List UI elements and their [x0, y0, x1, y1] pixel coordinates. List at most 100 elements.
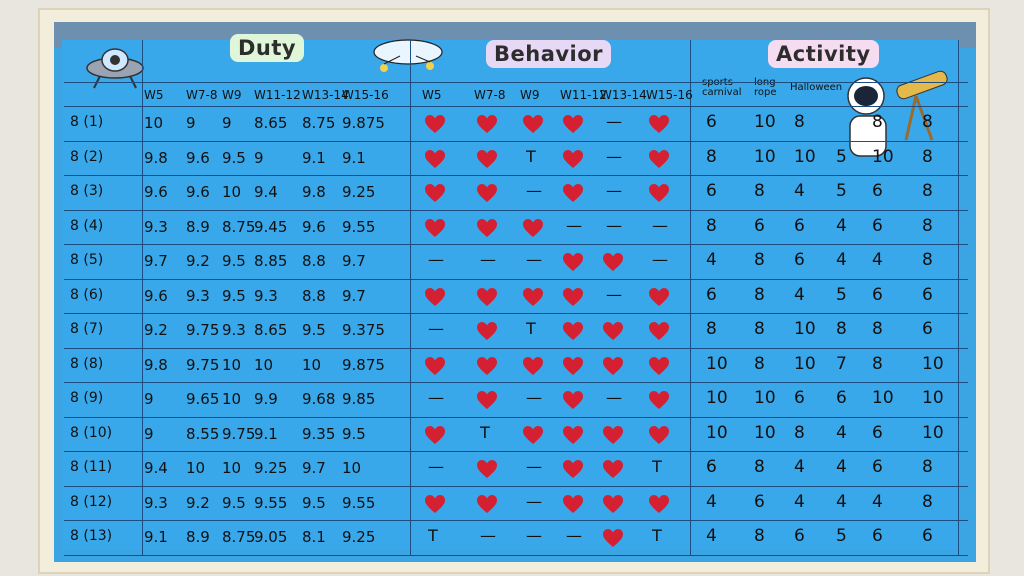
duty-score: 9 — [186, 114, 196, 132]
behavior-mark: — — [606, 216, 622, 235]
heart-icon — [424, 149, 446, 169]
cloud-icon — [373, 39, 443, 72]
heart-icon — [522, 425, 544, 445]
duty-score: 9 — [144, 425, 154, 443]
duty-score: 8.75 — [222, 528, 256, 546]
duty-score: 8.75 — [222, 218, 256, 236]
heart-icon — [648, 356, 670, 376]
class-label: 8 (1) — [70, 114, 104, 130]
activity-score: 8 — [872, 319, 883, 339]
activity-score: 4 — [836, 250, 847, 270]
duty-score: 9.1 — [342, 149, 366, 167]
heart-icon — [522, 356, 544, 376]
class-label: 8 (8) — [70, 356, 104, 372]
heart-icon — [648, 321, 670, 341]
behavior-mark: T — [480, 423, 490, 442]
duty-score: 10 — [254, 356, 274, 374]
duty-score: 9.5 — [222, 287, 246, 305]
activity-score: 6 — [794, 388, 805, 408]
heart-icon — [648, 183, 670, 203]
activity-score: 8 — [754, 457, 765, 477]
duty-week-header: W9 — [222, 88, 242, 102]
activity-score: 6 — [872, 181, 883, 201]
class-label: 8 (7) — [70, 321, 104, 337]
activity-score: 5 — [836, 526, 847, 546]
activity-score: 4 — [836, 492, 847, 512]
heart-icon — [522, 287, 544, 307]
heart-icon — [562, 494, 584, 514]
activity-score: 6 — [922, 526, 933, 546]
activity-score: 5 — [836, 147, 847, 167]
duty-title: Duty — [230, 34, 305, 62]
heart-icon — [562, 356, 584, 376]
behavior-week-header: W13-14 — [600, 88, 647, 102]
heart-icon — [602, 252, 624, 272]
activity-score: 10 — [706, 354, 728, 374]
heart-icon — [562, 114, 584, 134]
duty-score: 9.68 — [302, 390, 336, 408]
duty-score: 9.05 — [254, 528, 288, 546]
duty-score: 8.85 — [254, 252, 288, 270]
activity-score: 6 — [794, 216, 805, 236]
duty-score: 8.65 — [254, 114, 288, 132]
duty-score: 8.9 — [186, 218, 210, 236]
duty-score: 9.75 — [186, 321, 220, 339]
activity-score: 10 — [794, 354, 816, 374]
grid-column-line — [690, 40, 691, 555]
heart-icon — [562, 287, 584, 307]
duty-score: 9.5 — [302, 321, 326, 339]
behavior-week-header: W9 — [520, 88, 540, 102]
class-label: 8 (12) — [70, 494, 113, 510]
grid-row-line — [64, 520, 968, 521]
activity-score: 10 — [922, 388, 944, 408]
activity-score: 5 — [836, 181, 847, 201]
grid-row-line — [64, 486, 968, 487]
activity-score: 4 — [794, 492, 805, 512]
duty-score: 9.4 — [144, 459, 168, 477]
heart-icon — [602, 494, 624, 514]
duty-score: 8.8 — [302, 252, 326, 270]
class-label: 8 (13) — [70, 528, 113, 544]
duty-score: 9.7 — [302, 459, 326, 477]
duty-score: 9.25 — [342, 183, 376, 201]
heart-icon — [562, 459, 584, 479]
activity-score: 8 — [706, 216, 717, 236]
duty-week-header: W7-8 — [186, 88, 218, 102]
duty-score: 9.9 — [254, 390, 278, 408]
behavior-mark: — — [480, 250, 496, 269]
activity-score: 8 — [922, 147, 933, 167]
duty-score: 9.3 — [222, 321, 246, 339]
duty-week-header: W5 — [144, 88, 164, 102]
duty-score: 10 — [302, 356, 322, 374]
duty-week-header: W15-16 — [342, 88, 389, 102]
activity-header-halloween: Halloween — [790, 82, 843, 93]
duty-score: 9 — [254, 149, 264, 167]
duty-score: 9 — [222, 114, 232, 132]
activity-score: 4 — [706, 526, 717, 546]
heart-icon — [522, 114, 544, 134]
heart-icon — [424, 494, 446, 514]
heart-icon — [476, 390, 498, 410]
activity-score: 10 — [872, 388, 894, 408]
activity-score: 4 — [836, 216, 847, 236]
heart-icon — [424, 287, 446, 307]
heart-icon — [476, 218, 498, 238]
duty-score: 8.1 — [302, 528, 326, 546]
activity-score: 10 — [922, 354, 944, 374]
activity-score: 8 — [922, 457, 933, 477]
activity-score: 4 — [836, 457, 847, 477]
duty-score: 9.6 — [302, 218, 326, 236]
activity-score: 6 — [754, 492, 765, 512]
grid-row-line — [64, 175, 968, 176]
grid-row-line — [64, 106, 968, 107]
heart-icon — [522, 218, 544, 238]
grid-row-line — [64, 417, 968, 418]
activity-header-sports-carnival: sports carnival — [702, 78, 742, 98]
duty-score: 10 — [222, 390, 242, 408]
duty-score: 9.3 — [186, 287, 210, 305]
heart-icon — [424, 356, 446, 376]
behavior-mark: — — [428, 319, 444, 338]
activity-score: 6 — [706, 112, 717, 132]
activity-score: 8 — [706, 319, 717, 339]
duty-score: 9.8 — [302, 183, 326, 201]
